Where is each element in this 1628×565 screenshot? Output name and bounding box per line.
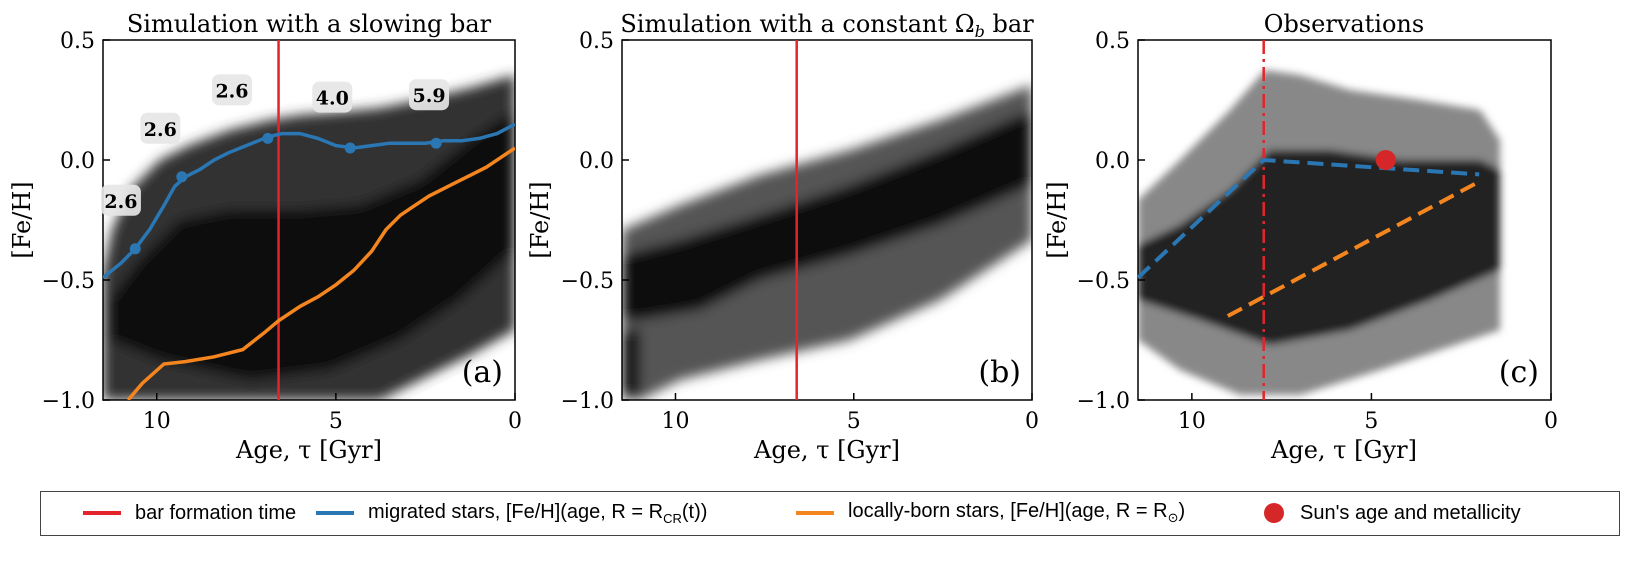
xtick-label: 5: [329, 409, 343, 434]
legend-item-local: locally-born stars, [Fe/H](age, R = R⊙): [796, 492, 1185, 534]
ytick-label: −0.5: [42, 269, 95, 294]
xtick-label: 5: [1364, 409, 1378, 434]
xtick-label: 10: [661, 409, 689, 434]
panel-a: 0.5 0.0 −0.5 −1.0 10 5 0 2.6 2.6 2.6 4.0 5.9 Simul…: [8, 10, 522, 464]
xtick-label: 0: [1544, 409, 1558, 434]
panel-b-ticks: 0.5 0.0 −0.5 −1.0 10 5 0: [561, 29, 1039, 434]
panel-b-density-map: [622, 85, 1032, 400]
ytick-label: 0.5: [1095, 29, 1130, 54]
panel-b-xlabel: Age, τ [Gyr]: [753, 436, 900, 464]
legend-item-bar-formation: bar formation time: [83, 492, 296, 534]
ytick-label: −1.0: [1077, 389, 1130, 414]
panel-b-title-sub: b: [975, 22, 985, 41]
panel-b-ylabel: [Fe/H]: [526, 181, 554, 258]
panel-b-title-end: bar: [985, 10, 1034, 38]
panel-a-frame: [102, 39, 516, 401]
annotation-label: 5.9: [412, 85, 445, 107]
xtick-label: 0: [1025, 409, 1039, 434]
ytick-label: 0.5: [579, 29, 614, 54]
legend-label-local: locally-born stars, [Fe/H](age, R = R⊙): [848, 500, 1185, 526]
panel-c-density-map: [1138, 70, 1500, 395]
panel-a-title: Simulation with a slowing bar: [127, 10, 492, 38]
panel-b-density-corner: [622, 330, 640, 395]
panel-c-ylabel: [Fe/H]: [1043, 181, 1071, 258]
migrated-marker: [176, 171, 188, 183]
panel-c-frame: [1137, 39, 1552, 401]
panel-c-xlabel: Age, τ [Gyr]: [1270, 436, 1417, 464]
panel-c-title: Observations: [1264, 10, 1424, 38]
migrated-marker: [262, 132, 274, 144]
ytick-label: −1.0: [42, 389, 95, 414]
legend-item-sun: Sun's age and metallicity: [1264, 492, 1521, 534]
panel-a-annotations: 2.6 2.6 2.6 4.0 5.9: [100, 74, 450, 216]
legend-label-migrated-end: (t)): [681, 500, 708, 523]
legend-item-migrated: migrated stars, [Fe/H](age, R = RCR(t)): [316, 492, 707, 534]
panel-b-label: (b): [978, 355, 1021, 390]
ytick-label: −0.5: [1077, 269, 1130, 294]
panel-a-label: (a): [462, 355, 503, 390]
annotation-box: [409, 79, 450, 111]
annotation-box: [140, 112, 181, 144]
legend-label-bar-formation: bar formation time: [135, 501, 297, 524]
panel-c-migrated-line: [1136, 157, 1480, 280]
panel-b-frame: [621, 39, 1033, 401]
legend-label-migrated: migrated stars, [Fe/H](age, R = RCR(t)): [368, 501, 707, 526]
xtick-label: 10: [143, 409, 171, 434]
panel-b: 0.5 0.0 −0.5 −1.0 10 5 0 Simulation with a con…: [526, 10, 1039, 464]
xtick-label: 5: [847, 409, 861, 434]
migrated-marker: [344, 142, 356, 154]
migrated-marker: [430, 137, 442, 149]
panel-a-ticks: 0.5 0.0 −0.5 −1.0 10 5 0: [42, 29, 522, 434]
annotation-label: 2.6: [144, 119, 177, 141]
annotation-box: [312, 81, 353, 113]
panel-c-density-core: [1138, 150, 1500, 345]
panel-a-ylabel: [Fe/H]: [8, 181, 36, 258]
legend-label-migrated-sub: CR: [663, 510, 682, 526]
panel-a-density-core: [110, 110, 515, 380]
migrated-marker: [129, 243, 141, 255]
ytick-label: −0.5: [561, 269, 614, 294]
legend-label-sun: Sun's age and metallicity: [1300, 501, 1521, 524]
legend-line-red: [83, 511, 121, 515]
annotation-label: 2.6: [215, 80, 248, 102]
panel-b-title: Simulation with a constant Ωb bar: [620, 10, 1034, 41]
ytick-label: 0.5: [60, 29, 95, 54]
panel-a-density-map: [103, 75, 515, 400]
ytick-label: −1.0: [561, 389, 614, 414]
panel-a-local-line: [126, 146, 515, 400]
panel-b-title-main: Simulation with a constant Ω: [620, 10, 974, 38]
xtick-label: 0: [508, 409, 522, 434]
panel-c: 0.5 0.0 −0.5 −1.0 10 5 0 Observations Age, τ […: [1043, 10, 1558, 464]
panel-a-migrated-markers: [129, 132, 442, 255]
ytick-label: 0.0: [60, 149, 95, 174]
xtick-label: 10: [1178, 409, 1206, 434]
panel-b-density-band: [622, 110, 1032, 320]
legend-line-orange: [796, 511, 834, 515]
legend-label-migrated-main: migrated stars, [Fe/H](age, R = R: [368, 500, 664, 523]
legend-label-local-sub: ⊙: [1167, 510, 1179, 525]
legend-line-blue: [316, 511, 354, 515]
annotation-label: 2.6: [104, 191, 137, 213]
annotation-label: 4.0: [316, 88, 349, 110]
legend: bar formation time migrated stars, [Fe/H…: [40, 491, 1620, 536]
annotation-box: [100, 184, 141, 216]
annotation-box: [211, 74, 252, 106]
chart-figure: 0.5 0.0 −0.5 −1.0 10 5 0 2.6 2.6 2.6 4.0 5.9 Simul…: [8, 10, 1558, 464]
panel-c-ticks: 0.5 0.0 −0.5 −1.0 10 5 0: [1077, 29, 1558, 434]
legend-dot-sun: [1264, 503, 1284, 523]
panel-a-xlabel: Age, τ [Gyr]: [235, 436, 382, 464]
legend-label-local-end: ): [1178, 500, 1186, 522]
panel-c-label: (c): [1499, 355, 1539, 390]
ytick-label: 0.0: [1095, 149, 1130, 174]
legend-label-local-main: locally-born stars, [Fe/H](age, R = R: [848, 500, 1168, 522]
panel-c-sun-marker: [1375, 150, 1396, 170]
ytick-label: 0.0: [579, 149, 614, 174]
